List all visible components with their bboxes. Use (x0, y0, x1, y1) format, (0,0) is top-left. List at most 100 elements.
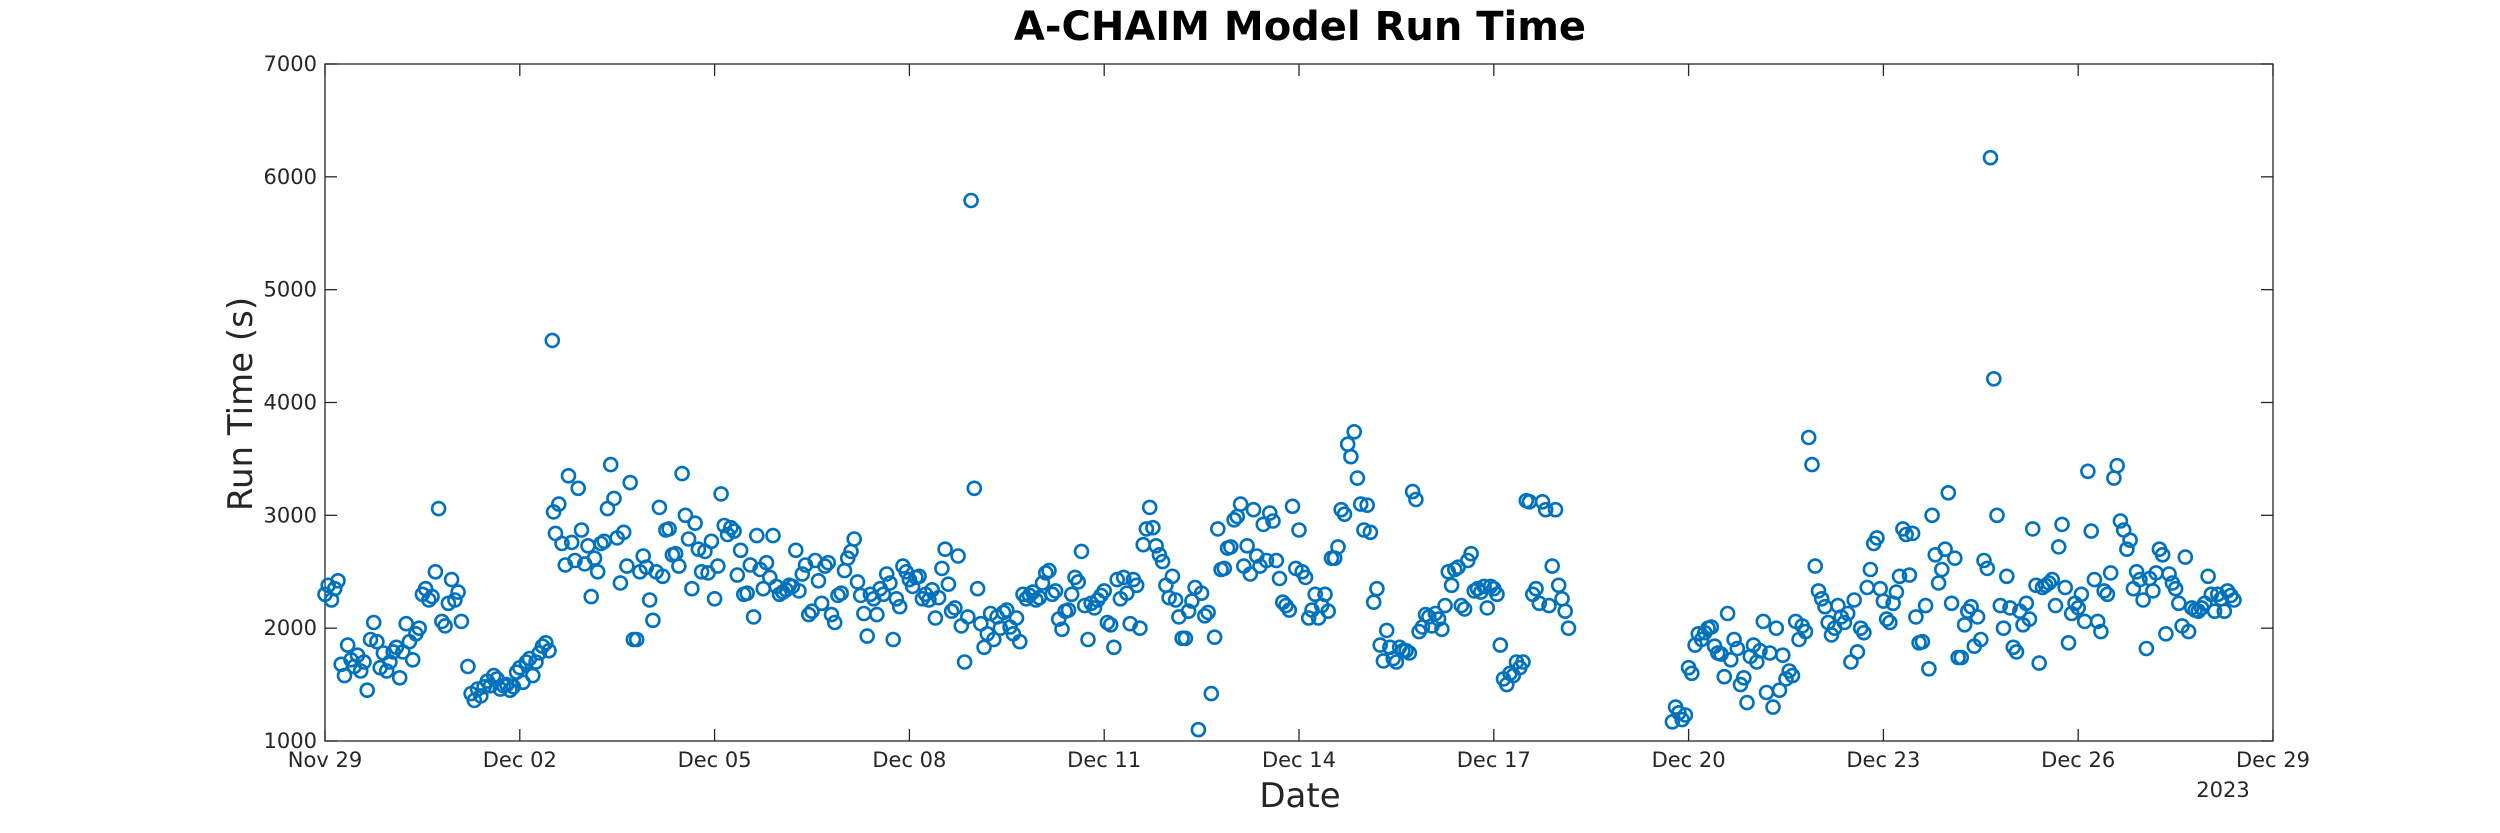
data-point (1940, 484, 1957, 501)
data-point (1307, 586, 1323, 603)
data-point (560, 467, 577, 484)
data-point (1869, 530, 1885, 546)
data-point (1976, 552, 1992, 569)
data-point (580, 537, 596, 554)
data-point (544, 332, 561, 349)
data-point (1164, 568, 1181, 585)
data-point (2216, 603, 2233, 620)
data-point (404, 651, 421, 668)
data-point (645, 612, 661, 629)
data-point (911, 568, 927, 585)
data-point (1197, 607, 1213, 624)
data-point (2060, 634, 2077, 651)
y-axis: 1000 2000 3000 4000 5000 6000 7000 (264, 52, 2273, 753)
data-point (2226, 592, 2242, 608)
data-point (950, 548, 966, 564)
data-point (1943, 595, 1960, 612)
data-point (615, 524, 632, 541)
data-point (693, 563, 710, 580)
data-point (1102, 616, 1119, 633)
data-point (1904, 525, 1921, 542)
data-point (684, 580, 700, 597)
data-point (969, 580, 986, 597)
data-point (2080, 463, 2096, 480)
data-point (2008, 644, 2025, 660)
data-point (748, 527, 765, 544)
data-point (1872, 580, 1888, 597)
data-point (1300, 610, 1317, 626)
data-point (1547, 501, 1564, 518)
data-point (940, 576, 957, 593)
data-point (1401, 645, 1418, 661)
data-point (2047, 597, 2064, 614)
data-point (427, 563, 444, 580)
x-axis-label: Date (1259, 776, 1340, 816)
data-point (1281, 602, 1298, 618)
data-point (1223, 539, 1239, 555)
data-point (1265, 513, 1281, 529)
data-point (1271, 570, 1288, 587)
data-point (937, 541, 953, 558)
data-point (1560, 620, 1577, 637)
data-point (356, 654, 372, 670)
data-point (1765, 699, 1781, 715)
data-point (369, 633, 385, 650)
data-point (2206, 603, 2223, 620)
data-point (810, 572, 827, 589)
data-point (1106, 639, 1122, 656)
data-point (1930, 575, 1947, 591)
data-point (472, 688, 489, 704)
data-point (1914, 633, 1931, 650)
data-point (1726, 631, 1742, 648)
data-point (2044, 571, 2060, 588)
data-point (502, 682, 518, 699)
data-point (2050, 539, 2067, 555)
data-point (1723, 651, 1739, 668)
data-point (1258, 552, 1275, 569)
data-point (1268, 552, 1285, 569)
data-point (2167, 580, 2184, 597)
data-point (813, 595, 830, 612)
data-point (1245, 501, 1262, 518)
data-point (2135, 592, 2151, 608)
data-point (1349, 470, 1366, 486)
data-point (1878, 611, 1895, 627)
data-point (1232, 496, 1249, 512)
data-point (1154, 553, 1171, 570)
data-point (846, 531, 863, 547)
data-point (1800, 429, 1817, 446)
data-point (1096, 583, 1112, 599)
data-point (2138, 640, 2155, 657)
data-point (1229, 508, 1246, 525)
data-point (1119, 585, 1135, 602)
data-point (336, 667, 353, 684)
data-point (1476, 578, 1492, 595)
data-point (706, 590, 723, 607)
data-point (1771, 682, 1788, 699)
data-point (602, 456, 619, 473)
data-point (573, 522, 590, 538)
data-point (437, 618, 453, 634)
data-point (833, 585, 850, 602)
data-point (2093, 623, 2109, 640)
data-point (1060, 602, 1077, 618)
data-point (836, 562, 853, 579)
data-point (1080, 631, 1096, 648)
data-point (1982, 149, 1999, 166)
data-point (619, 558, 635, 574)
data-point (1408, 491, 1424, 508)
data-point (1132, 620, 1148, 637)
data-point (2086, 571, 2103, 588)
data-point (787, 542, 804, 559)
data-point (411, 620, 428, 637)
data-point (1437, 597, 1453, 614)
data-point (677, 507, 694, 524)
x-tick-label: Dec 29 (2236, 748, 2310, 772)
data-point (1736, 669, 1752, 686)
data-point (2031, 655, 2047, 671)
data-point (1528, 580, 1544, 597)
data-point (680, 531, 697, 547)
data-point (927, 610, 944, 626)
y-axis-label: Run Time (s) (221, 297, 261, 511)
data-point (875, 586, 892, 603)
